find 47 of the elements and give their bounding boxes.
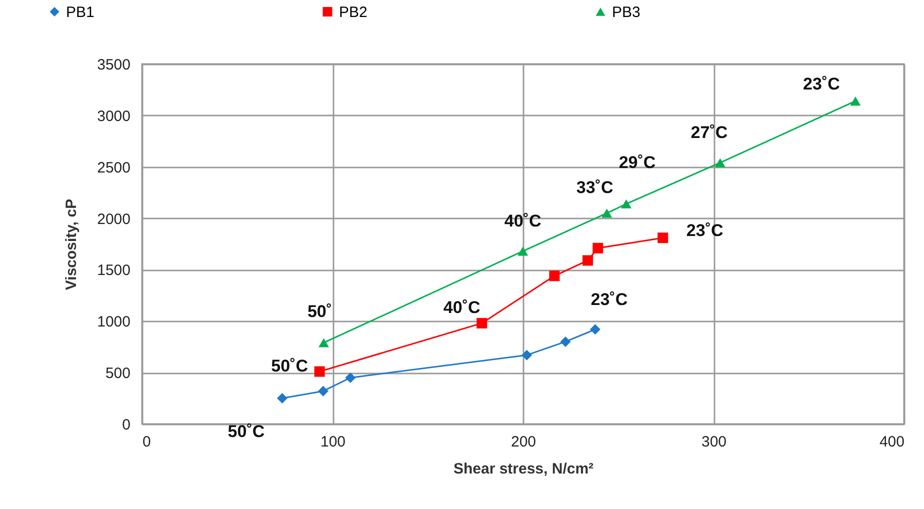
y-tick-label: 3500 xyxy=(97,56,130,74)
point xyxy=(318,338,329,348)
annotation: 50˚C xyxy=(228,422,265,441)
point xyxy=(522,350,532,360)
annotation: 23˚C xyxy=(590,290,628,309)
legend-label: PB2 xyxy=(339,4,368,21)
x-tick-label: 0 xyxy=(142,434,151,450)
point xyxy=(850,96,861,106)
x-tick-label: 400 xyxy=(879,434,904,450)
legend-label: PB1 xyxy=(66,4,94,21)
point xyxy=(602,208,612,218)
point xyxy=(582,255,594,266)
y-tick-label: 2500 xyxy=(97,159,130,176)
x-tick-label: 200 xyxy=(510,434,536,450)
y-tick-label: 500 xyxy=(105,365,130,382)
annotation: 40˚C xyxy=(443,298,480,317)
point xyxy=(560,336,571,347)
annotation: 29˚C xyxy=(618,152,656,172)
y-axis-title: Viscosity, cP xyxy=(63,198,80,290)
point xyxy=(621,199,632,208)
annotation: 40˚C xyxy=(504,211,542,230)
annotation: 27˚C xyxy=(690,123,728,142)
point xyxy=(318,386,328,396)
point xyxy=(658,232,668,244)
annotation: 50˚ xyxy=(307,302,332,321)
annotation: 23˚C xyxy=(802,74,840,94)
x-tick-label: 300 xyxy=(701,434,727,450)
y-tick-label: 1500 xyxy=(97,262,130,280)
annotation: 33˚C xyxy=(576,178,614,198)
point xyxy=(314,366,325,377)
point xyxy=(345,372,356,383)
y-tick-label: 0 xyxy=(122,416,130,434)
point xyxy=(590,324,600,335)
point xyxy=(476,318,488,328)
y-tick-label: 1000 xyxy=(97,314,130,331)
y-tick-label: 3000 xyxy=(97,108,130,125)
point xyxy=(518,246,528,256)
y-tick-label: 2000 xyxy=(97,210,130,228)
point xyxy=(714,158,726,168)
annotation: 50˚C xyxy=(271,356,308,376)
point xyxy=(276,393,288,404)
x-axis-title: Shear stress, N/cm² xyxy=(453,460,594,478)
annotation: 23˚C xyxy=(686,221,724,240)
point xyxy=(592,242,604,254)
x-tick-label: 100 xyxy=(320,434,346,450)
point xyxy=(549,270,560,282)
legend-label: PB3 xyxy=(612,4,640,21)
